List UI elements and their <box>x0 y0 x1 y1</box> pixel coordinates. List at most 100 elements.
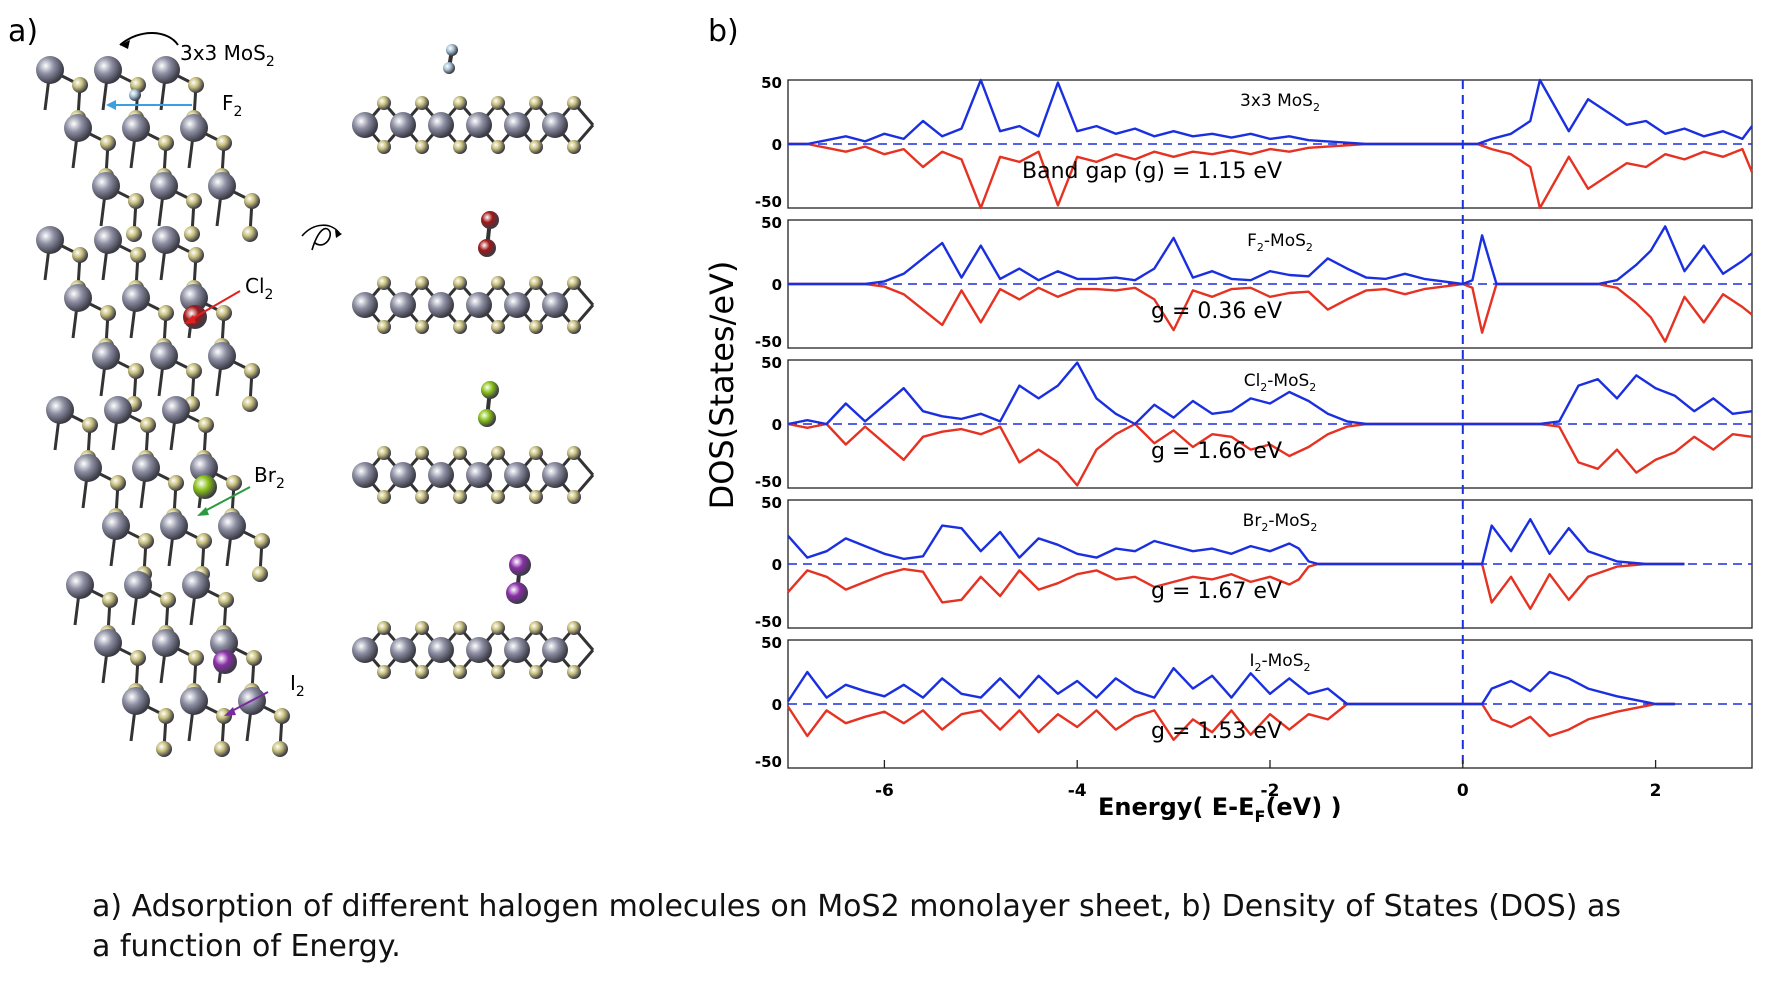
s-atom <box>128 363 144 379</box>
mo-atom <box>182 571 210 599</box>
s-atom <box>529 490 543 504</box>
s-atom <box>567 140 581 154</box>
structure-row <box>36 44 595 242</box>
mo-atom <box>122 114 150 142</box>
y-tick-label: 50 <box>761 354 782 372</box>
halogen-atom <box>443 62 455 74</box>
y-tick-label: 50 <box>761 494 782 512</box>
mo-atom <box>428 462 454 488</box>
s-atom <box>453 665 467 679</box>
band-gap-label: g = 1.66 eV <box>1151 439 1282 464</box>
s-atom <box>567 446 581 460</box>
spin-down-line <box>788 282 1753 343</box>
s-atom <box>453 446 467 460</box>
s-atom <box>100 305 116 321</box>
dos-subplot: 50 0 -50 F2-MoS2 g = 0.36 eV <box>755 214 1753 351</box>
mo-atom <box>36 56 64 84</box>
mo-atom <box>466 637 492 663</box>
s-atom <box>218 592 234 608</box>
cl2-label-arrowhead <box>184 315 196 324</box>
s-atom <box>186 193 202 209</box>
top-view <box>46 396 270 582</box>
s-atom <box>567 621 581 635</box>
mo-atom <box>504 637 530 663</box>
s-atom <box>242 226 258 242</box>
mo-atom <box>352 112 378 138</box>
s-atom <box>567 276 581 290</box>
s-atom <box>246 650 262 666</box>
br2-label-arrow <box>202 486 251 513</box>
s-atom <box>377 320 391 334</box>
x-tick-label: -2 <box>1261 781 1280 801</box>
mo-atom <box>190 454 218 482</box>
y-tick-label: 50 <box>761 634 782 652</box>
subplot-title: I2-MoS2 <box>1249 651 1310 674</box>
caption-line-2: a function of Energy. <box>92 929 401 964</box>
halogen-atom <box>506 582 528 604</box>
s-atom <box>529 140 543 154</box>
s-atom <box>216 135 232 151</box>
s-atom <box>453 320 467 334</box>
mo-atom <box>504 462 530 488</box>
mo-atom <box>104 396 132 424</box>
s-atom <box>126 226 142 242</box>
s-atom <box>377 276 391 290</box>
s-atom <box>254 533 270 549</box>
s-atom <box>82 417 98 433</box>
mo-atom <box>352 292 378 318</box>
structure-row <box>36 211 595 412</box>
top-view <box>36 56 260 242</box>
mo-atom <box>94 226 122 254</box>
y-tick-label: 0 <box>772 556 782 574</box>
mo-atom <box>180 687 208 715</box>
s-atom <box>415 490 429 504</box>
band-gap-label: g = 0.36 eV <box>1151 299 1282 324</box>
panel-b-label: b) <box>708 14 739 49</box>
x-tick-label: 0 <box>1457 781 1469 801</box>
s-atom <box>567 320 581 334</box>
spin-down-line <box>787 562 1685 610</box>
s-atom <box>377 446 391 460</box>
rotate-view-icon <box>301 224 342 251</box>
mo-atom <box>150 342 178 370</box>
y-tick-label: -50 <box>755 473 782 491</box>
s-atom <box>244 193 260 209</box>
f2-label: F2 <box>222 91 242 120</box>
spin-up-line <box>787 361 1753 426</box>
mo-atom <box>466 462 492 488</box>
s-atom <box>415 140 429 154</box>
s-atom <box>415 621 429 635</box>
s-atom <box>415 320 429 334</box>
s-atom <box>188 77 204 93</box>
s-atom <box>158 305 174 321</box>
i2-label-arrowhead <box>224 707 236 716</box>
s-atom <box>491 276 505 290</box>
s-atom <box>252 566 268 582</box>
s-atom <box>244 363 260 379</box>
s-atom <box>377 621 391 635</box>
s-atom <box>491 320 505 334</box>
s-atom <box>186 363 202 379</box>
s-atom <box>184 226 200 242</box>
halogen-atom <box>481 211 499 229</box>
sheet-label: 3x3 MoS2 <box>180 41 275 70</box>
mo-atom <box>208 172 236 200</box>
mo-atom <box>210 629 238 657</box>
mo-atom <box>208 342 236 370</box>
s-atom <box>491 446 505 460</box>
s-atom <box>415 96 429 110</box>
y-tick-label: 0 <box>772 136 782 154</box>
figure-caption: a) Adsorption of different halogen molec… <box>92 887 1772 967</box>
mo-atom <box>152 56 180 84</box>
s-atom <box>226 475 242 491</box>
halogen-atom <box>193 475 217 499</box>
mo-atom <box>74 454 102 482</box>
subplot-title: Cl2-MoS2 <box>1244 371 1317 394</box>
s-atom <box>415 446 429 460</box>
dos-chart: DOS(States/eV) 50 0 -50 3x3 MoS2 Band gap (g… <box>703 74 1754 826</box>
s-atom <box>491 140 505 154</box>
s-atom <box>377 140 391 154</box>
s-atom <box>156 741 172 757</box>
s-atom <box>274 708 290 724</box>
i2-label: I2 <box>290 671 305 700</box>
